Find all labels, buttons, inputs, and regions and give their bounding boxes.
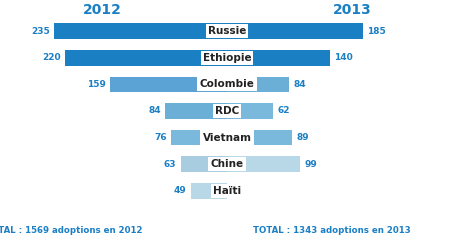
FancyBboxPatch shape [227,77,289,92]
FancyBboxPatch shape [227,23,363,39]
Text: 49: 49 [174,186,187,195]
FancyBboxPatch shape [171,130,227,145]
Text: 2013: 2013 [332,3,371,17]
FancyBboxPatch shape [191,183,227,198]
Text: TOTAL : 1343 adoptions en 2013: TOTAL : 1343 adoptions en 2013 [252,226,410,235]
Text: 159: 159 [87,80,106,89]
Text: Colombie: Colombie [200,79,254,89]
Text: Chine: Chine [211,159,243,169]
Text: Russie: Russie [208,26,246,36]
FancyBboxPatch shape [227,156,300,172]
FancyBboxPatch shape [54,23,227,39]
FancyBboxPatch shape [227,50,330,66]
Text: 2012: 2012 [83,3,122,17]
Text: RDC: RDC [215,106,239,116]
Text: 63: 63 [164,160,176,169]
FancyBboxPatch shape [165,103,227,119]
Text: 185: 185 [367,27,386,36]
Text: 140: 140 [334,53,353,62]
Text: TOTAL : 1569 adoptions en 2012: TOTAL : 1569 adoptions en 2012 [0,226,142,235]
FancyBboxPatch shape [227,130,292,145]
FancyBboxPatch shape [110,77,227,92]
FancyBboxPatch shape [227,103,272,119]
Text: 76: 76 [154,133,167,142]
Text: 89: 89 [297,133,310,142]
Text: Ethiopie: Ethiopie [202,53,252,63]
Text: Haïti: Haïti [213,186,241,196]
Text: 84: 84 [148,107,161,115]
FancyBboxPatch shape [181,156,227,172]
Text: 220: 220 [42,53,61,62]
Text: 235: 235 [31,27,50,36]
Text: 62: 62 [277,107,290,115]
Text: 84: 84 [293,80,306,89]
Text: Vietnam: Vietnam [202,132,252,143]
FancyBboxPatch shape [65,50,227,66]
Text: 99: 99 [304,160,317,169]
